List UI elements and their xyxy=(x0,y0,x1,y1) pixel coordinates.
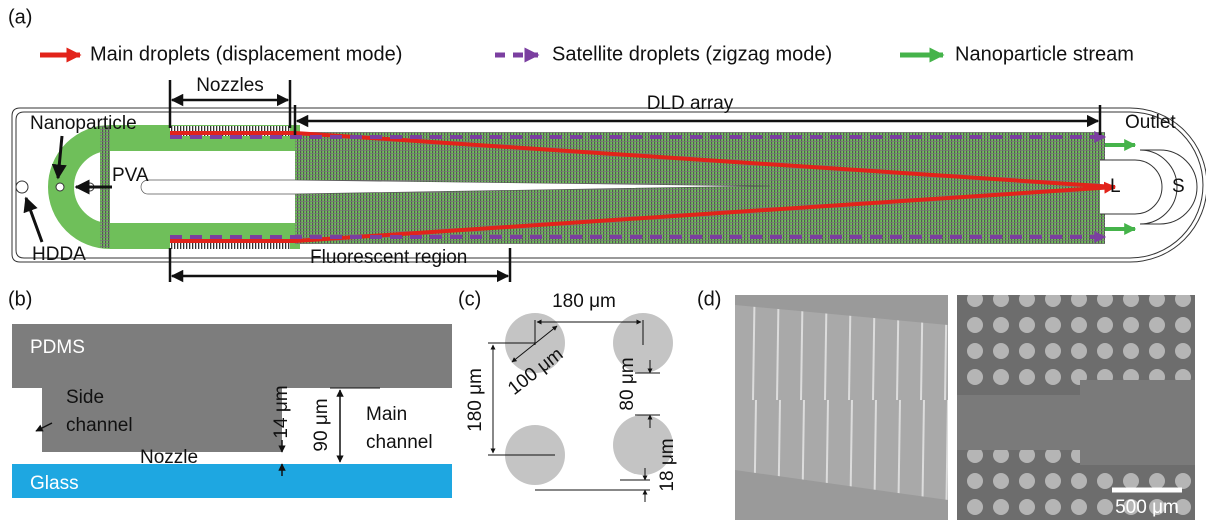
label: DLD array xyxy=(647,93,734,114)
label: L xyxy=(1110,176,1121,197)
label: Nanoparticle xyxy=(30,113,137,134)
label: Side xyxy=(66,387,104,408)
label: 90 μm xyxy=(311,398,332,451)
panel-label: (b) xyxy=(8,288,32,310)
panel-label: (c) xyxy=(458,288,481,310)
figure: (a) Main droplets (displacement mode) Sa… xyxy=(0,0,1206,520)
legend-text: Satellite droplets (zigzag mode) xyxy=(552,43,832,65)
panel-label: (a) xyxy=(8,6,32,28)
label: channel xyxy=(366,432,433,453)
panel-a: (a) Main droplets (displacement mode) Sa… xyxy=(8,6,1206,282)
label: Glass xyxy=(30,473,79,494)
label: 180 μm xyxy=(465,368,486,432)
legend-text: Main droplets (displacement mode) xyxy=(90,43,402,65)
label: Nozzle xyxy=(140,447,198,468)
label: PDMS xyxy=(30,337,85,358)
label: Outlet xyxy=(1125,112,1176,133)
panel-b: (b) PDMS Side channel Nozzle Glass 14 μm… xyxy=(8,288,452,498)
panel-label: (d) xyxy=(697,288,721,310)
legend-text: Nanoparticle stream xyxy=(955,43,1134,65)
label: S xyxy=(1172,176,1185,197)
label: HDDA xyxy=(32,244,86,265)
label: Fluorescent region xyxy=(310,247,467,268)
label: 180 μm xyxy=(552,291,616,312)
pointer xyxy=(26,198,42,242)
scale-label: 500 μm xyxy=(1115,497,1179,518)
label: PVA xyxy=(112,165,149,186)
label: Nozzles xyxy=(196,75,264,96)
label: channel xyxy=(66,415,133,436)
label: 18 μm xyxy=(657,438,678,491)
inlet xyxy=(56,183,64,191)
label: 14 μm xyxy=(271,385,292,438)
label: 80 μm xyxy=(617,357,638,410)
label: Main xyxy=(366,404,407,425)
inlet xyxy=(16,181,28,193)
panel-c: (c) 180 μm 100 μm 180 μm 80 μm 18 μm xyxy=(458,288,678,502)
panel-d: (d) 500 μm xyxy=(697,288,1195,520)
